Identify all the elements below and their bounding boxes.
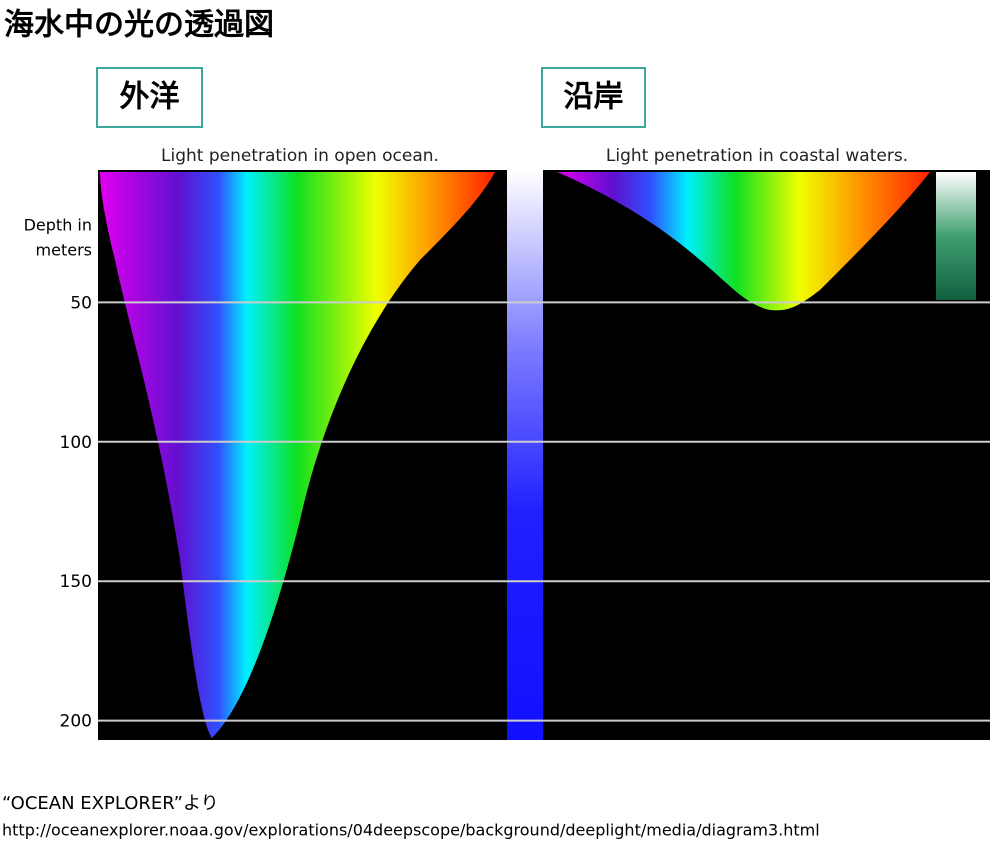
panel-label: 沿岸 xyxy=(564,80,624,115)
tick-label: 200 xyxy=(60,712,92,732)
label-box xyxy=(541,67,646,128)
axis-label: Depth in xyxy=(24,216,92,235)
tick-label: 100 xyxy=(60,433,92,453)
green-strip xyxy=(936,172,976,300)
title: 海水中の光の透過図 xyxy=(4,8,274,43)
tick-label: 150 xyxy=(60,572,92,592)
open-ocean-spectrum xyxy=(100,172,495,738)
depth-grid: 50 100 150 200 xyxy=(60,293,990,732)
coastal-spectrum xyxy=(557,172,930,311)
url: http://oceanexplorer.noaa.gov/exploratio… xyxy=(2,821,820,840)
blue-strip xyxy=(507,170,543,740)
caption: Light penetration in coastal waters. xyxy=(606,146,908,166)
axis-label: meters xyxy=(36,241,92,260)
source: “OCEAN EXPLORER”より xyxy=(2,793,219,814)
caption: Light penetration in open ocean. xyxy=(161,146,439,166)
tick-label: 50 xyxy=(70,293,92,313)
panel-label: 外洋 xyxy=(120,80,180,115)
label-box xyxy=(96,67,203,128)
